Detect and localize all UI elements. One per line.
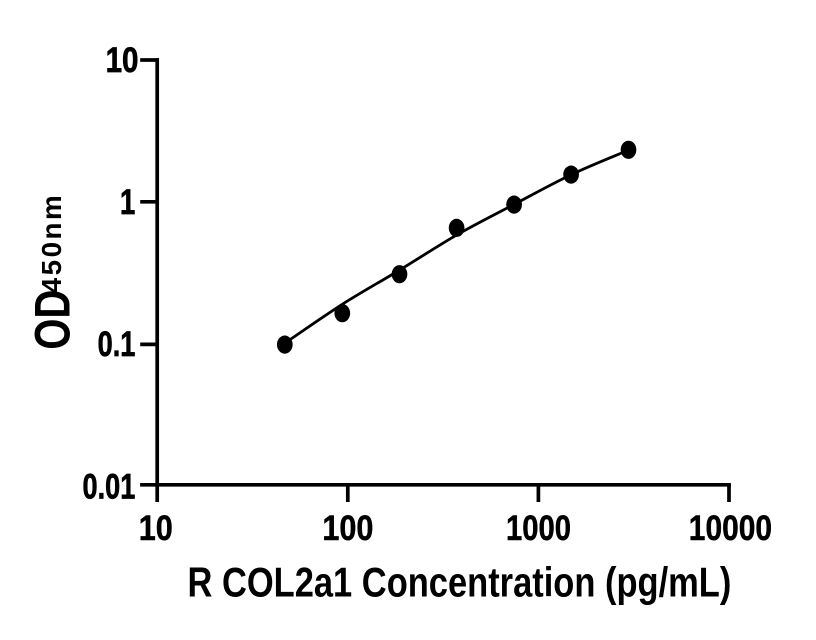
svg-text:10000: 10000 — [689, 508, 772, 548]
svg-text:10: 10 — [106, 41, 139, 80]
svg-text:1000: 1000 — [506, 508, 571, 547]
svg-text:0.1: 0.1 — [98, 325, 136, 364]
svg-text:OD: OD — [24, 290, 80, 350]
svg-text:0.01: 0.01 — [83, 467, 136, 506]
svg-text:10: 10 — [139, 508, 173, 547]
svg-text:R COL2a1 Concentration (pg/mL): R COL2a1 Concentration (pg/mL) — [188, 560, 732, 607]
svg-text:1: 1 — [120, 182, 135, 222]
svg-text:450nm: 450nm — [36, 195, 67, 293]
svg-text:100: 100 — [322, 508, 373, 547]
